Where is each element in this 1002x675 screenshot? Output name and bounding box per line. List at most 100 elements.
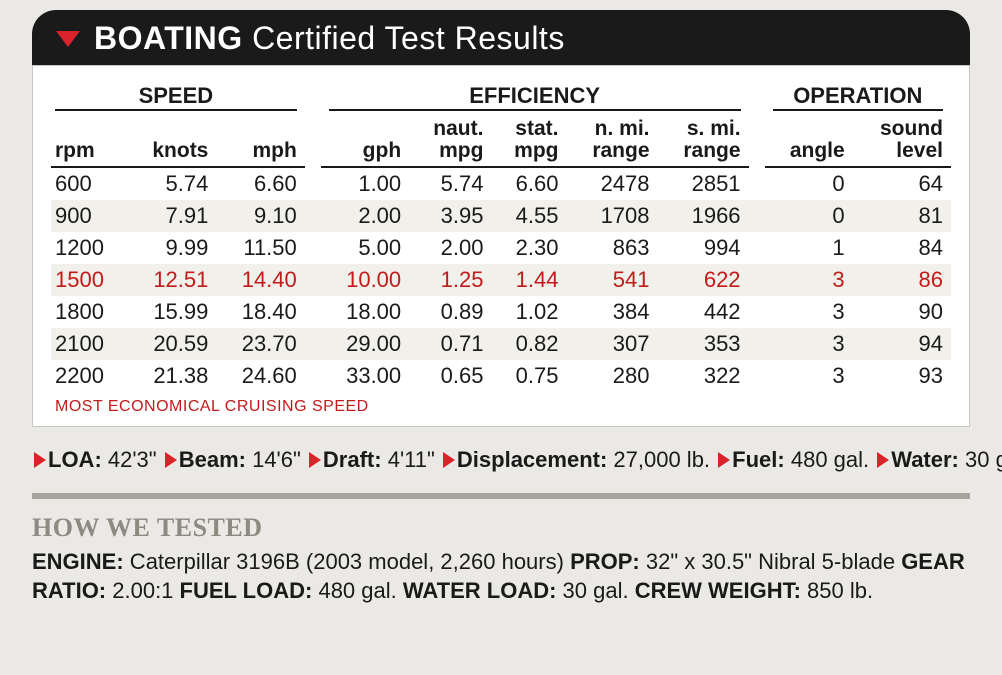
arrow-right-icon — [309, 452, 321, 468]
cell: 64 — [853, 167, 951, 200]
cell: 280 — [566, 360, 657, 392]
cell: 6.60 — [491, 167, 566, 200]
table-row: 210020.5923.7029.000.710.82307353394 — [51, 328, 951, 360]
cell: 0 — [765, 200, 853, 232]
cell: 863 — [566, 232, 657, 264]
triangle-down-icon — [56, 31, 80, 47]
spec-item: Displacement: 27,000 lb. — [443, 447, 716, 472]
results-table: SPEEDEFFICIENCYOPERATION rpmknotsmphgphn… — [51, 80, 951, 392]
cell: 622 — [658, 264, 749, 296]
arrow-right-icon — [877, 452, 889, 468]
column-header: stat.mpg — [491, 115, 566, 167]
column-header: naut.mpg — [409, 115, 491, 167]
table-row: 150012.5114.4010.001.251.44541622386 — [51, 264, 951, 296]
cell: 5.74 — [127, 167, 217, 200]
cell: 2478 — [566, 167, 657, 200]
cell: 541 — [566, 264, 657, 296]
how-title: HOW WE TESTED — [32, 513, 970, 547]
cell: 12.51 — [127, 264, 217, 296]
column-header: mph — [216, 115, 304, 167]
cell: 900 — [51, 200, 127, 232]
cell: 1.02 — [491, 296, 566, 328]
cell: 3.95 — [409, 200, 491, 232]
cell: 9.10 — [216, 200, 304, 232]
arrow-right-icon — [718, 452, 730, 468]
cell: 2851 — [658, 167, 749, 200]
column-header: s. mi.range — [658, 115, 749, 167]
column-header: angle — [765, 115, 853, 167]
column-header: knots — [127, 115, 217, 167]
cell: 2100 — [51, 328, 127, 360]
cell: 0.89 — [409, 296, 491, 328]
column-group: SPEED — [51, 80, 305, 115]
cell: 1.44 — [491, 264, 566, 296]
cell: 600 — [51, 167, 127, 200]
cell: 2.00 — [321, 200, 409, 232]
header-brand: BOATING — [94, 20, 243, 56]
cell: 1200 — [51, 232, 127, 264]
cell: 442 — [658, 296, 749, 328]
column-group: EFFICIENCY — [321, 80, 749, 115]
spec-item: Draft: 4'11" — [309, 447, 441, 472]
table-row: 6005.746.601.005.746.6024782851064 — [51, 167, 951, 200]
cell: 5.00 — [321, 232, 409, 264]
cell: 86 — [853, 264, 951, 296]
cell: 384 — [566, 296, 657, 328]
cell: 1500 — [51, 264, 127, 296]
cell: 353 — [658, 328, 749, 360]
table-panel: SPEEDEFFICIENCYOPERATION rpmknotsmphgphn… — [32, 65, 970, 427]
cell: 4.55 — [491, 200, 566, 232]
cell: 994 — [658, 232, 749, 264]
cell: 2.00 — [409, 232, 491, 264]
cell: 93 — [853, 360, 951, 392]
column-group: OPERATION — [765, 80, 951, 115]
cell: 1.00 — [321, 167, 409, 200]
arrow-right-icon — [443, 452, 455, 468]
cell: 3 — [765, 296, 853, 328]
cell: 94 — [853, 328, 951, 360]
cell: 18.40 — [216, 296, 304, 328]
cell: 29.00 — [321, 328, 409, 360]
divider — [32, 493, 970, 499]
cell: 3 — [765, 328, 853, 360]
how-we-tested: HOW WE TESTED ENGINE: Caterpillar 3196B … — [32, 513, 970, 606]
cell: 33.00 — [321, 360, 409, 392]
header-bar: BOATING Certified Test Results — [32, 10, 970, 65]
cell: 23.70 — [216, 328, 304, 360]
table-row: 12009.9911.505.002.002.30863994184 — [51, 232, 951, 264]
cell: 7.91 — [127, 200, 217, 232]
spec-item: LOA: 42'3" — [34, 447, 163, 472]
cell: 81 — [853, 200, 951, 232]
cell: 14.40 — [216, 264, 304, 296]
cell: 2.30 — [491, 232, 566, 264]
cell: 20.59 — [127, 328, 217, 360]
footnote: MOST ECONOMICAL CRUISING SPEED — [51, 392, 951, 418]
cell: 1966 — [658, 200, 749, 232]
arrow-right-icon — [165, 452, 177, 468]
table-row: 180015.9918.4018.000.891.02384442390 — [51, 296, 951, 328]
cell: 84 — [853, 232, 951, 264]
cell: 322 — [658, 360, 749, 392]
cell: 1800 — [51, 296, 127, 328]
cell: 0.71 — [409, 328, 491, 360]
cell: 307 — [566, 328, 657, 360]
cell: 24.60 — [216, 360, 304, 392]
arrow-right-icon — [34, 452, 46, 468]
cell: 0.65 — [409, 360, 491, 392]
specs-line: LOA: 42'3" Beam: 14'6" Draft: 4'11" Disp… — [32, 427, 970, 479]
cell: 9.99 — [127, 232, 217, 264]
cell: 1708 — [566, 200, 657, 232]
cell: 3 — [765, 360, 853, 392]
column-header: rpm — [51, 115, 127, 167]
cell: 2200 — [51, 360, 127, 392]
column-header: n. mi.range — [566, 115, 657, 167]
cell: 1.25 — [409, 264, 491, 296]
cell: 0 — [765, 167, 853, 200]
cell: 21.38 — [127, 360, 217, 392]
cell: 10.00 — [321, 264, 409, 296]
cell: 15.99 — [127, 296, 217, 328]
header-subtitle: Certified Test Results — [252, 20, 565, 56]
cell: 0.75 — [491, 360, 566, 392]
how-body: ENGINE: Caterpillar 3196B (2003 model, 2… — [32, 547, 970, 606]
cell: 90 — [853, 296, 951, 328]
